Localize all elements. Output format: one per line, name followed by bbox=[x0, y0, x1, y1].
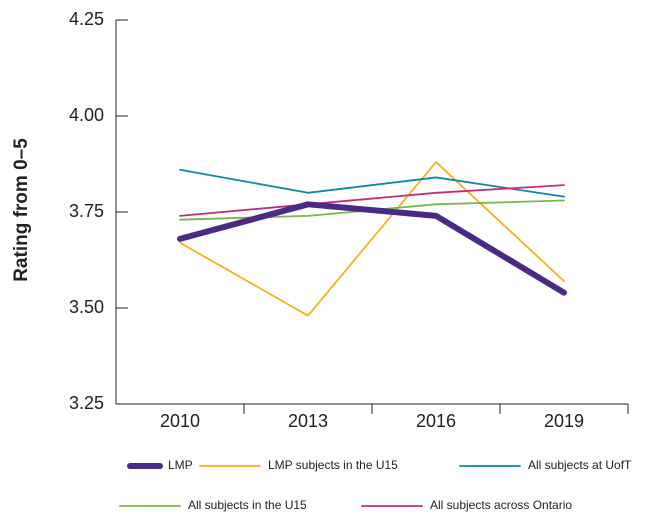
y-axis-label: Rating from 0–5 bbox=[11, 138, 32, 282]
series-line bbox=[179, 168, 565, 198]
legend-label: All subjects at UofT bbox=[528, 458, 632, 472]
series-line bbox=[179, 161, 565, 317]
y-tick-label: 4.00 bbox=[69, 105, 104, 125]
legend-label: LMP subjects in the U15 bbox=[268, 458, 398, 472]
legend-label: LMP bbox=[168, 458, 193, 472]
series-line bbox=[179, 184, 565, 217]
x-tick-label: 2019 bbox=[544, 411, 584, 431]
series-line bbox=[177, 201, 567, 296]
y-tick-label: 3.75 bbox=[69, 201, 104, 221]
y-tick-label: 3.50 bbox=[69, 297, 104, 317]
y-tick-label: 4.25 bbox=[69, 9, 104, 29]
x-tick-label: 2016 bbox=[416, 411, 456, 431]
legend-label: All subjects across Ontario bbox=[430, 498, 572, 512]
x-tick-label: 2013 bbox=[288, 411, 328, 431]
x-tick-label: 2010 bbox=[160, 411, 200, 431]
legend-label: All subjects in the U15 bbox=[188, 498, 307, 512]
y-tick-label: 3.25 bbox=[69, 393, 104, 413]
